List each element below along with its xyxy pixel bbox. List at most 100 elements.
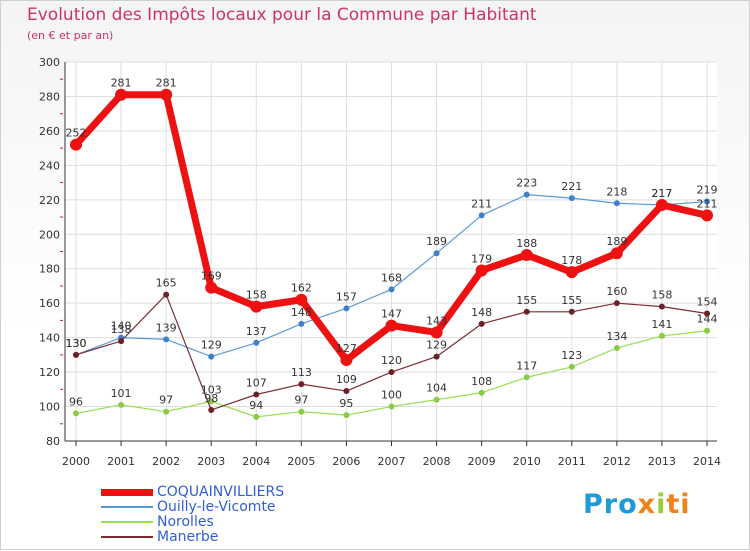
data-label-coquainvilliers: 127 — [336, 342, 357, 355]
data-point-ouilly-le-vicomte — [568, 195, 575, 202]
data-label-norolles: 97 — [294, 394, 308, 407]
data-label-norolles: 144 — [697, 313, 718, 326]
data-point-norolles — [433, 396, 440, 403]
data-point-norolles — [523, 374, 530, 381]
data-label-manerbe: 113 — [291, 366, 312, 379]
data-label-norolles: 141 — [651, 318, 672, 331]
data-label-norolles: 96 — [69, 395, 83, 408]
data-label-manerbe: 130 — [66, 337, 87, 350]
data-label-coquainvilliers: 147 — [381, 308, 402, 321]
data-label-ouilly-le-vicomte: 148 — [291, 306, 312, 319]
x-tick-label: 2004 — [242, 455, 270, 468]
data-label-coquainvilliers: 188 — [516, 237, 537, 250]
data-label-ouilly-le-vicomte: 168 — [381, 271, 402, 284]
x-tick-label: 2011 — [558, 455, 586, 468]
data-label-ouilly-le-vicomte: 218 — [606, 185, 627, 198]
data-point-norolles — [343, 412, 350, 419]
data-label-ouilly-le-vicomte: 139 — [156, 321, 177, 334]
data-label-ouilly-le-vicomte: 189 — [426, 235, 447, 248]
data-point-norolles — [388, 403, 395, 410]
data-label-ouilly-le-vicomte: 211 — [471, 197, 492, 210]
data-point-manerbe — [568, 308, 575, 315]
data-point-norolles — [253, 413, 260, 420]
chart-subtitle: (en € et par an) — [27, 29, 114, 42]
y-tick-label: 80 — [46, 435, 60, 448]
data-label-manerbe: 154 — [697, 296, 718, 309]
x-tick-label: 2008 — [423, 455, 451, 468]
data-label-manerbe: 165 — [156, 277, 177, 290]
data-label-manerbe: 158 — [651, 289, 672, 302]
data-point-ouilly-le-vicomte — [343, 305, 350, 312]
data-point-manerbe — [118, 338, 125, 345]
data-point-ouilly-le-vicomte — [388, 286, 395, 293]
data-label-ouilly-le-vicomte: 217 — [651, 187, 672, 200]
legend-swatch — [101, 488, 153, 496]
data-point-norolles — [163, 408, 170, 415]
data-point-ouilly-le-vicomte — [433, 250, 440, 257]
data-label-manerbe: 98 — [204, 392, 218, 405]
data-label-coquainvilliers: 189 — [606, 235, 627, 248]
data-label-coquainvilliers: 169 — [201, 270, 222, 283]
data-label-norolles: 108 — [471, 375, 492, 388]
x-tick-label: 2012 — [603, 455, 631, 468]
data-point-coquainvilliers — [115, 88, 128, 101]
data-point-ouilly-le-vicomte — [253, 339, 260, 346]
data-label-ouilly-le-vicomte: 140 — [111, 320, 132, 333]
data-point-manerbe — [298, 381, 305, 388]
data-point-coquainvilliers — [250, 300, 263, 313]
data-label-norolles: 94 — [249, 399, 263, 412]
x-tick-label: 2014 — [693, 455, 721, 468]
data-label-manerbe: 148 — [471, 306, 492, 319]
data-point-coquainvilliers — [160, 88, 173, 101]
data-point-norolles — [568, 363, 575, 370]
legend-label: Manerbe — [157, 529, 219, 545]
data-label-coquainvilliers: 211 — [697, 197, 718, 210]
data-label-coquainvilliers: 162 — [291, 282, 312, 295]
data-point-norolles — [613, 344, 620, 351]
data-point-ouilly-le-vicomte — [704, 198, 710, 205]
data-point-coquainvilliers — [475, 264, 488, 277]
data-point-manerbe — [658, 303, 665, 310]
data-point-norolles — [704, 327, 710, 334]
y-tick-label: 260 — [39, 125, 60, 138]
data-label-ouilly-le-vicomte: 219 — [697, 184, 718, 197]
data-label-ouilly-le-vicomte: 221 — [561, 180, 582, 193]
data-label-manerbe: 160 — [606, 285, 627, 298]
data-label-coquainvilliers: 143 — [426, 314, 447, 327]
legend-label: Ouilly-le-Vicomte — [157, 499, 276, 515]
legend-label: Norolles — [157, 514, 214, 530]
data-label-manerbe: 120 — [381, 354, 402, 367]
data-label-norolles: 117 — [516, 359, 537, 372]
data-point-norolles — [298, 408, 305, 415]
x-tick-label: 2009 — [468, 455, 496, 468]
data-point-coquainvilliers — [430, 326, 443, 339]
legend-swatch — [101, 536, 153, 538]
y-tick-label: 140 — [39, 332, 60, 345]
data-point-manerbe — [613, 300, 620, 307]
data-label-norolles: 134 — [606, 330, 627, 343]
data-point-coquainvilliers — [701, 209, 713, 222]
data-label-coquainvilliers: 252 — [66, 127, 87, 140]
data-point-manerbe — [388, 369, 395, 376]
y-tick-label: 160 — [39, 297, 60, 310]
data-point-ouilly-le-vicomte — [208, 353, 215, 360]
data-point-ouilly-le-vicomte — [613, 200, 620, 207]
data-label-manerbe: 109 — [336, 373, 357, 386]
data-point-manerbe — [478, 320, 485, 327]
data-label-ouilly-le-vicomte: 157 — [336, 290, 357, 303]
data-point-norolles — [118, 401, 125, 408]
data-label-coquainvilliers: 281 — [111, 77, 132, 90]
x-tick-label: 2007 — [378, 455, 406, 468]
y-tick-label: 240 — [39, 159, 60, 172]
data-point-manerbe — [163, 291, 170, 298]
data-label-coquainvilliers: 217 — [651, 187, 672, 200]
data-label-manerbe: 155 — [516, 294, 537, 307]
data-point-norolles — [658, 332, 665, 339]
data-label-coquainvilliers: 179 — [471, 252, 492, 265]
data-point-manerbe — [208, 406, 215, 413]
y-tick-label: 200 — [39, 228, 60, 241]
data-label-norolles: 95 — [339, 397, 353, 410]
y-tick-label: 120 — [39, 366, 60, 379]
